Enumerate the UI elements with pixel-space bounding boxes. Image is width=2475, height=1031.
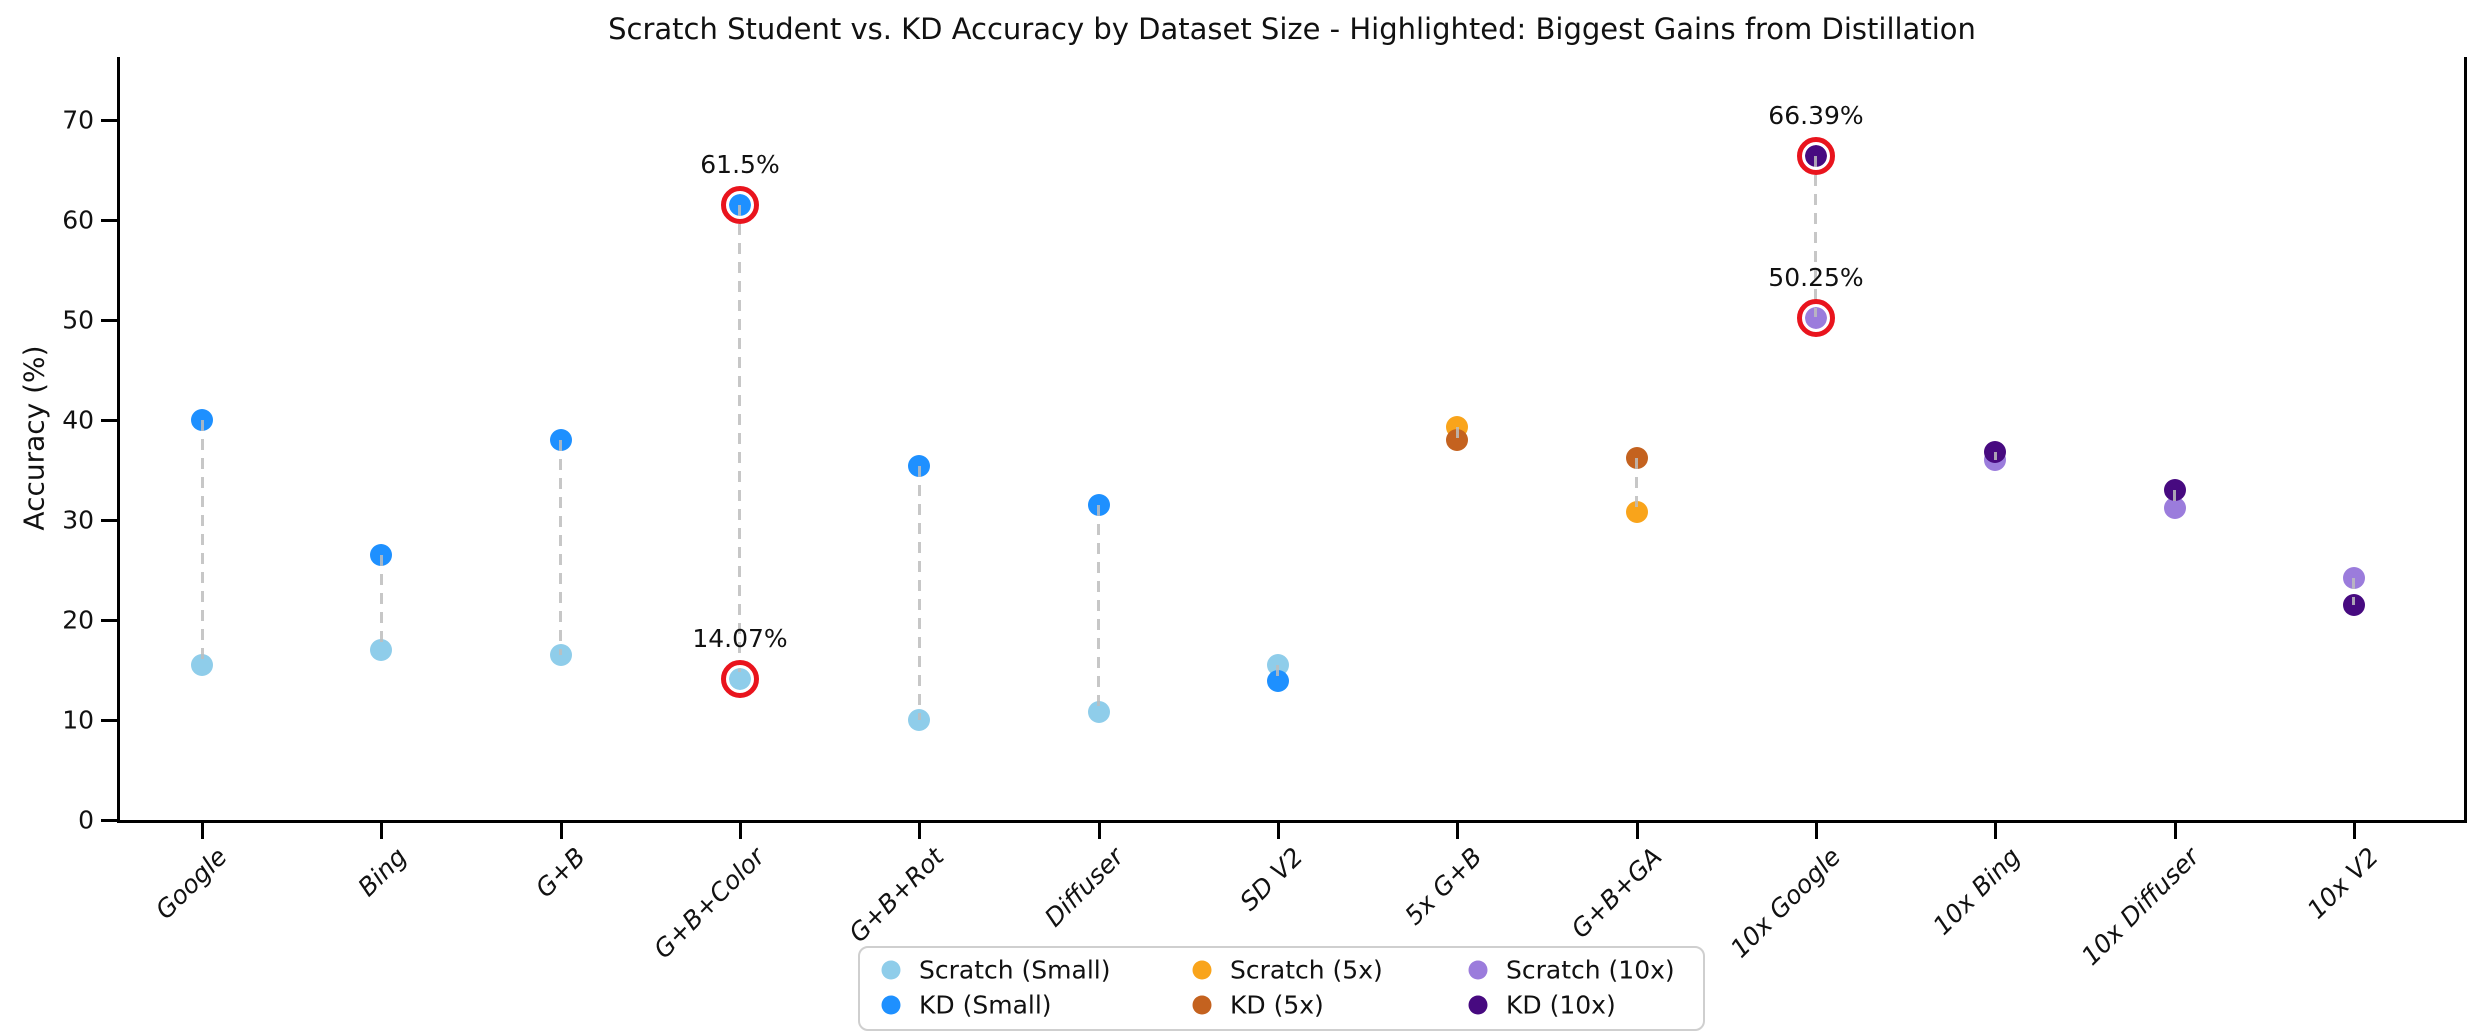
y-tick-label: 10 bbox=[62, 705, 94, 735]
x-tick-label: Diffuser bbox=[1038, 842, 1130, 933]
data-point bbox=[1625, 501, 1648, 523]
y-tick-label: 50 bbox=[62, 305, 94, 335]
x-tick-mark bbox=[1097, 823, 1101, 839]
y-tick-label: 40 bbox=[62, 405, 94, 435]
x-tick-label: G+B bbox=[530, 842, 592, 904]
connector-line bbox=[1276, 665, 1280, 681]
x-tick-label: 10x V2 bbox=[2302, 842, 2385, 925]
x-tick-mark bbox=[1456, 823, 1460, 839]
y-tick-label: 30 bbox=[62, 505, 94, 535]
y-tick-mark bbox=[101, 719, 117, 722]
data-point bbox=[1266, 670, 1289, 692]
connector-line bbox=[917, 466, 921, 720]
y-tick-mark bbox=[101, 119, 117, 122]
data-point bbox=[370, 639, 393, 661]
legend-label: KD (Small) bbox=[919, 990, 1052, 1020]
connector-line bbox=[559, 440, 563, 655]
x-tick-mark bbox=[1635, 823, 1639, 839]
y-tick-label: 60 bbox=[62, 205, 94, 235]
x-tick-mark bbox=[201, 823, 204, 839]
data-point bbox=[2342, 594, 2365, 616]
legend-frame bbox=[858, 946, 1705, 1031]
x-tick-label: 10x Bing bbox=[1927, 842, 2026, 941]
data-point bbox=[549, 644, 572, 666]
connector-line bbox=[1814, 156, 1818, 318]
x-tick-label: 5x G+B bbox=[1399, 842, 1488, 931]
x-tick-label: G+B+GA bbox=[1565, 842, 1668, 944]
x-tick-label: Bing bbox=[351, 842, 412, 902]
highlight-ring bbox=[720, 660, 759, 699]
annotation-label: 14.07% bbox=[692, 624, 788, 654]
connector-line bbox=[379, 555, 383, 650]
x-tick-mark bbox=[2352, 823, 2356, 839]
x-tick-label: 10x Google bbox=[1725, 842, 1847, 964]
x-tick-mark bbox=[1994, 823, 1998, 839]
right-spine bbox=[2464, 57, 2467, 823]
y-tick-mark bbox=[101, 619, 117, 622]
legend-swatch bbox=[1192, 960, 1212, 979]
x-tick-mark bbox=[1814, 823, 1818, 839]
data-point bbox=[1087, 701, 1110, 723]
y-tick-label: 70 bbox=[62, 105, 94, 135]
x-axis bbox=[117, 820, 2467, 823]
y-tick-label: 0 bbox=[78, 805, 94, 835]
legend-label: Scratch (10x) bbox=[1506, 955, 1675, 984]
y-tick-mark bbox=[101, 519, 117, 522]
x-tick-label: Google bbox=[149, 842, 233, 925]
x-tick-mark bbox=[918, 823, 922, 839]
x-tick-mark bbox=[2173, 823, 2177, 839]
connector-line bbox=[1097, 505, 1101, 712]
data-point bbox=[191, 654, 213, 676]
connector-line bbox=[738, 205, 742, 680]
legend-label: KD (10x) bbox=[1506, 990, 1616, 1020]
chart-title: Scratch Student vs. KD Accuracy by Datas… bbox=[608, 12, 1976, 46]
connector-line bbox=[1635, 458, 1639, 512]
data-point bbox=[908, 709, 931, 731]
x-tick-label: SD V2 bbox=[1234, 842, 1309, 917]
y-tick-mark bbox=[101, 319, 117, 322]
x-tick-label: G+B+Rot bbox=[843, 842, 950, 948]
highlight-ring bbox=[720, 186, 759, 224]
connector-line bbox=[200, 420, 204, 665]
x-tick-mark bbox=[738, 823, 742, 839]
y-tick-mark bbox=[101, 219, 117, 222]
legend-swatch bbox=[1468, 995, 1488, 1015]
legend-swatch bbox=[1468, 960, 1488, 979]
connector-line bbox=[1455, 427, 1459, 440]
x-tick-mark bbox=[380, 823, 384, 839]
x-tick-mark bbox=[1276, 823, 1280, 839]
y-tick-mark bbox=[101, 819, 117, 822]
x-tick-label: G+B+Color bbox=[648, 842, 771, 965]
annotation-label: 50.25% bbox=[1768, 262, 1864, 292]
highlight-ring bbox=[1796, 298, 1835, 337]
legend-label: KD (5x) bbox=[1230, 990, 1324, 1020]
y-axis bbox=[117, 57, 120, 823]
annotation-label: 61.5% bbox=[700, 150, 780, 179]
connector-line bbox=[2352, 578, 2356, 605]
x-tick-label: 10x Diffuser bbox=[2076, 842, 2206, 971]
data-point bbox=[2163, 497, 2186, 519]
legend-label: Scratch (5x) bbox=[1230, 955, 1383, 984]
highlight-ring bbox=[1796, 137, 1835, 176]
x-tick-mark bbox=[559, 823, 563, 839]
y-axis-label: Accuracy (%) bbox=[17, 345, 51, 531]
legend-swatch bbox=[881, 995, 901, 1015]
legend-label: Scratch (Small) bbox=[919, 955, 1111, 984]
legend-swatch bbox=[1192, 995, 1212, 1015]
data-point bbox=[1446, 429, 1469, 451]
connector-line bbox=[2173, 490, 2177, 508]
annotation-label: 66.39% bbox=[1768, 101, 1864, 131]
y-tick-label: 20 bbox=[62, 605, 94, 635]
y-tick-mark bbox=[101, 419, 117, 422]
legend-swatch bbox=[881, 960, 901, 979]
connector-line bbox=[1993, 452, 1997, 460]
